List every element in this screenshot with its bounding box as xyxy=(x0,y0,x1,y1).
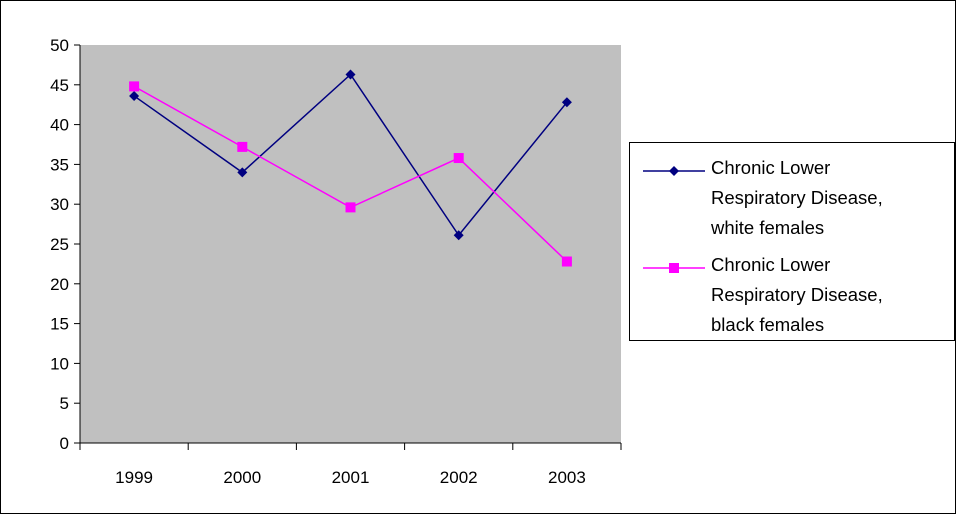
series-group xyxy=(129,69,572,267)
x-tick-label: 2001 xyxy=(332,468,370,487)
data-point-diamond xyxy=(453,230,464,241)
plot-area xyxy=(80,45,621,443)
legend-line: Respiratory Disease, xyxy=(711,187,883,208)
legend-label-black-females: Chronic Lower Respiratory Disease, black… xyxy=(711,250,956,340)
series-1 xyxy=(129,69,572,241)
legend-line: Chronic Lower xyxy=(711,157,831,178)
legend: Chronic Lower Respiratory Disease, white… xyxy=(629,142,955,341)
data-point-square xyxy=(453,153,464,164)
legend-line: black females xyxy=(711,314,825,335)
data-point-square xyxy=(345,202,356,213)
x-tick-label: 2000 xyxy=(223,468,261,487)
y-tick-label: 10 xyxy=(50,354,69,373)
y-tick-label: 25 xyxy=(50,235,69,254)
y-tick-label: 45 xyxy=(50,76,69,95)
data-point-square xyxy=(129,81,140,92)
x-tick-label: 1999 xyxy=(115,468,153,487)
y-tick-label: 50 xyxy=(50,36,69,55)
series-2 xyxy=(129,81,572,267)
x-tick-label: 2002 xyxy=(440,468,478,487)
data-point-diamond xyxy=(345,69,356,80)
y-tick-label: 5 xyxy=(60,394,69,413)
legend-label-white-females: Chronic Lower Respiratory Disease, white… xyxy=(711,153,956,243)
legend-key-black-females xyxy=(643,263,705,273)
y-tick-label: 15 xyxy=(50,315,69,334)
data-point-diamond xyxy=(237,167,248,178)
y-tick-label: 40 xyxy=(50,116,69,135)
y-tick-label: 30 xyxy=(50,195,69,214)
legend-key-white-females xyxy=(643,166,705,176)
legend-line: Respiratory Disease, xyxy=(711,284,883,305)
y-tick-label: 0 xyxy=(60,434,69,453)
data-point-diamond xyxy=(129,90,140,101)
x-tick-label: 2003 xyxy=(548,468,586,487)
y-tick-label: 35 xyxy=(50,155,69,174)
axes xyxy=(74,44,622,450)
legend-line: Chronic Lower xyxy=(711,254,831,275)
data-point-square xyxy=(237,141,248,152)
data-point-square xyxy=(561,256,572,267)
data-point-diamond xyxy=(561,97,572,108)
y-tick-label: 20 xyxy=(50,275,69,294)
legend-line: white females xyxy=(711,217,825,238)
tick-labels: 0 5 10 15 20 25 30 35 40 45 50 1999 2000 2001 2002 2003 xyxy=(50,36,586,487)
